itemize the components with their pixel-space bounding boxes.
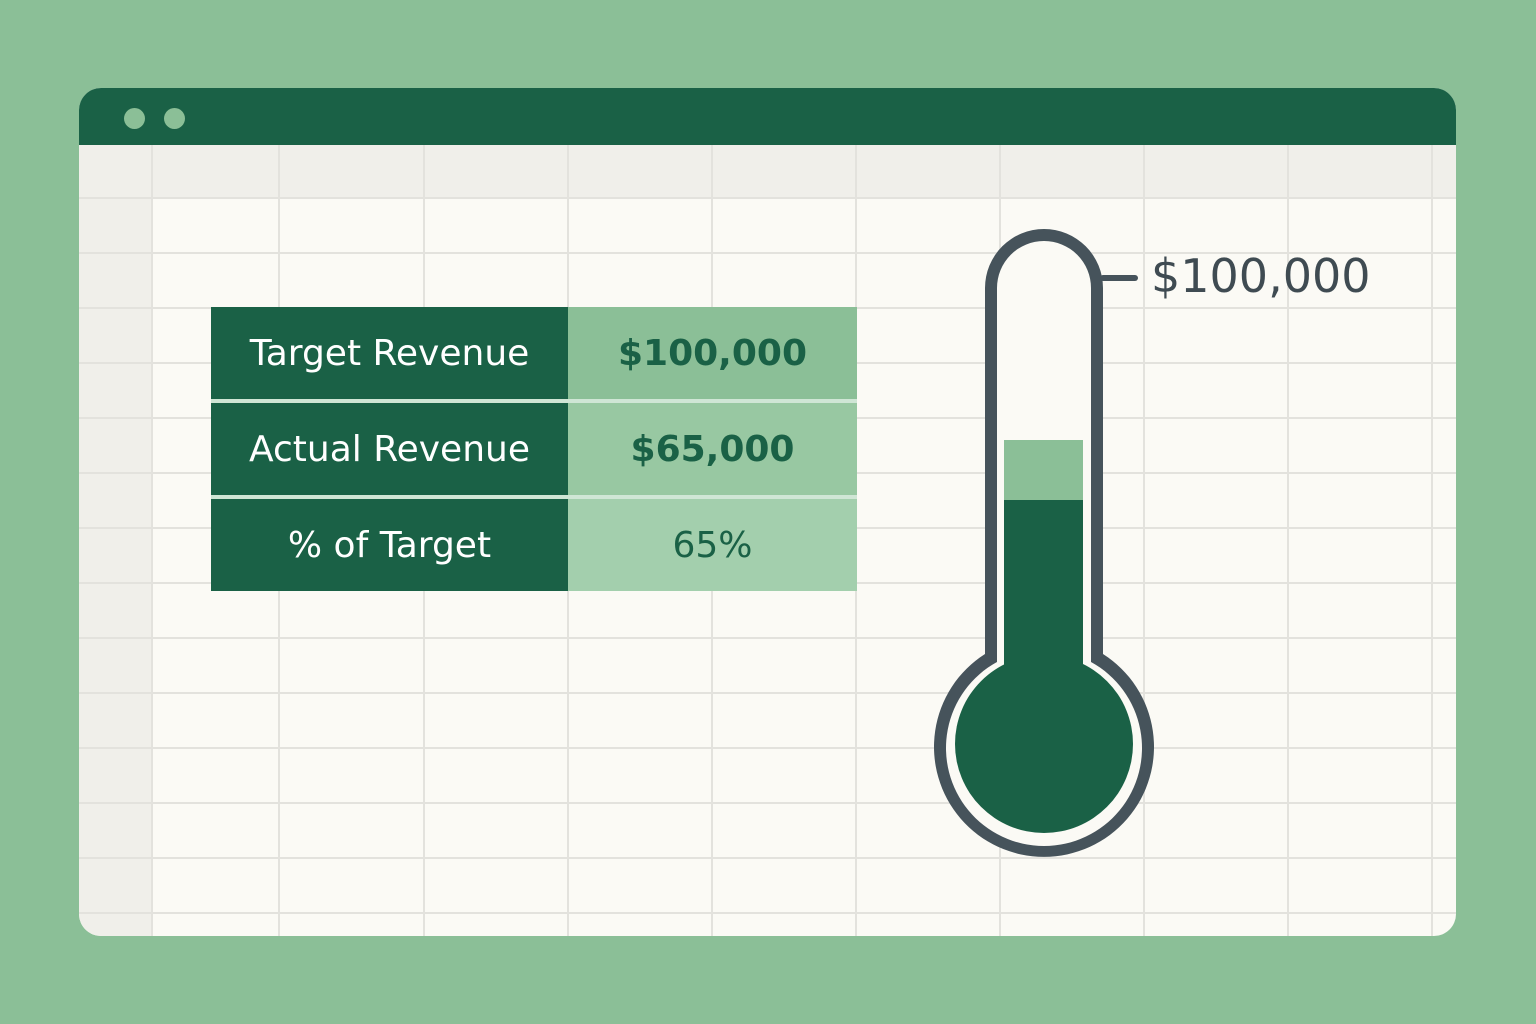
table-row: % of Target 65% (211, 495, 857, 591)
column-header-row (79, 145, 1456, 198)
revenue-summary-table: Target Revenue $100,000 Actual Revenue $… (211, 307, 857, 591)
table-row: Actual Revenue $65,000 (211, 399, 857, 497)
window-control-dot[interactable] (124, 108, 145, 129)
thermometer-fill (1004, 500, 1083, 728)
table-row: Target Revenue $100,000 (211, 307, 857, 401)
percent-of-target-label[interactable]: % of Target (211, 495, 568, 591)
window-control-dot[interactable] (164, 108, 185, 129)
row-header-column (79, 145, 152, 936)
thermometer-highlight (1004, 440, 1083, 500)
thermometer-bulb (955, 655, 1133, 833)
title-bar (79, 88, 1456, 145)
thermometer-chart (934, 229, 1155, 857)
actual-revenue-label[interactable]: Actual Revenue (211, 399, 568, 497)
target-revenue-value[interactable]: $100,000 (568, 307, 857, 401)
percent-of-target-value[interactable]: 65% (568, 495, 857, 591)
target-value-label: $100,000 (1151, 249, 1371, 303)
actual-revenue-value[interactable]: $65,000 (568, 399, 857, 497)
target-revenue-label[interactable]: Target Revenue (211, 307, 568, 401)
spreadsheet-window: Target Revenue $100,000 Actual Revenue $… (79, 88, 1456, 936)
